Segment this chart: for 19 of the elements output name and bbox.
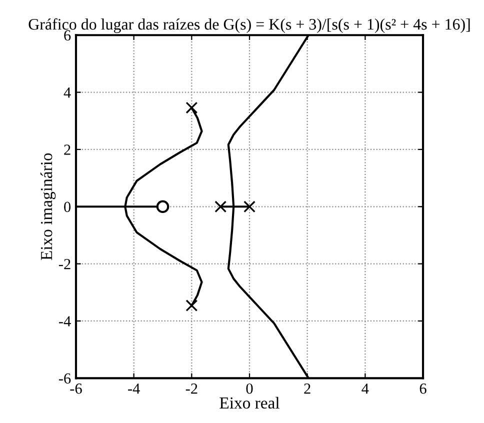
x-tick-label: 6 <box>420 384 426 394</box>
x-tick-label: -4 <box>128 384 140 394</box>
y-tick-label: 0 <box>64 202 71 212</box>
point <box>156 200 170 214</box>
y-tick-label: 2 <box>64 144 70 155</box>
point <box>186 102 198 114</box>
x-tick-label: 4 <box>362 384 369 394</box>
y-tick-label: 4 <box>64 88 71 98</box>
x-tick-label: 0 <box>246 383 253 394</box>
x-tick-label: -2 <box>186 384 198 394</box>
y-tick-label: -6 <box>58 373 71 384</box>
point <box>186 300 198 312</box>
x-tick-label: 2 <box>304 384 310 394</box>
x-axis-title: Eixo real <box>220 396 280 409</box>
point <box>244 200 256 213</box>
point <box>214 200 227 213</box>
y-axis-title: Eixo imaginário <box>40 153 56 260</box>
y-tick-label: -2 <box>58 258 70 270</box>
y-tick-label: -4 <box>58 316 71 326</box>
